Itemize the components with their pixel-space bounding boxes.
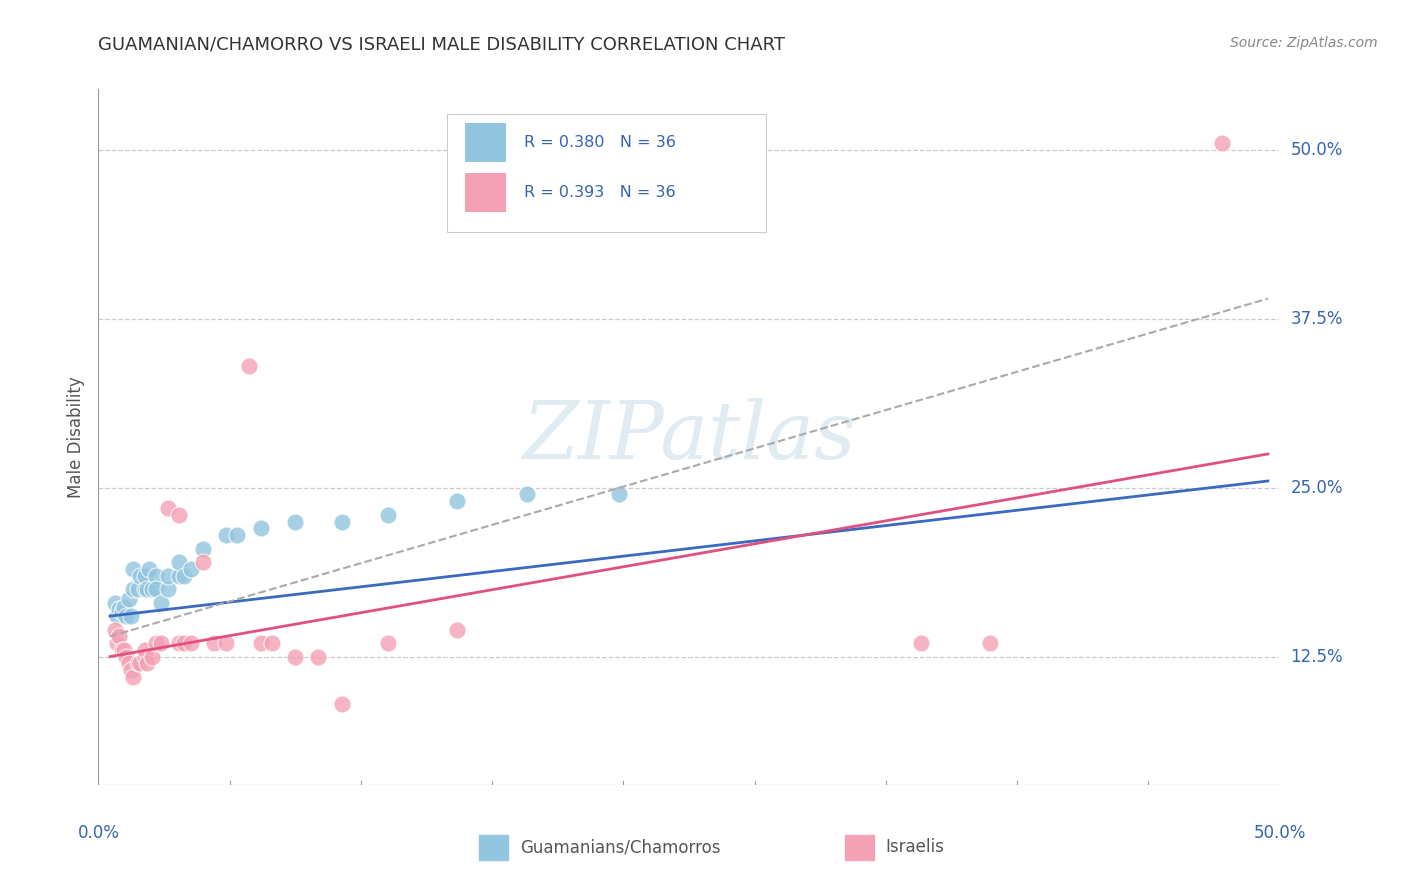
Point bbox=[112, 643, 135, 657]
Point bbox=[215, 636, 238, 650]
Text: 0.0%: 0.0% bbox=[77, 824, 120, 842]
Point bbox=[169, 508, 191, 522]
Point bbox=[134, 649, 156, 664]
Point bbox=[226, 528, 249, 542]
Point bbox=[307, 649, 329, 664]
Text: Israelis: Israelis bbox=[886, 838, 945, 856]
Point bbox=[169, 555, 191, 569]
Point bbox=[180, 562, 202, 576]
Point bbox=[173, 568, 195, 582]
Point bbox=[117, 657, 139, 671]
Point bbox=[145, 636, 167, 650]
Point bbox=[202, 636, 225, 650]
Point bbox=[115, 649, 138, 664]
Point bbox=[145, 582, 167, 596]
FancyBboxPatch shape bbox=[447, 113, 766, 232]
Point bbox=[105, 636, 128, 650]
Point bbox=[138, 562, 160, 576]
FancyBboxPatch shape bbox=[464, 123, 506, 161]
Point bbox=[249, 521, 271, 535]
FancyBboxPatch shape bbox=[464, 173, 506, 211]
Point bbox=[117, 591, 139, 606]
Point bbox=[446, 494, 468, 508]
Point bbox=[180, 636, 202, 650]
Text: 50.0%: 50.0% bbox=[1253, 824, 1306, 842]
Point bbox=[156, 501, 179, 516]
Point bbox=[112, 599, 135, 614]
Point bbox=[129, 568, 152, 582]
Text: R = 0.393   N = 36: R = 0.393 N = 36 bbox=[523, 185, 675, 200]
Point bbox=[910, 636, 932, 650]
Point bbox=[108, 602, 131, 616]
Point bbox=[127, 582, 149, 596]
Point bbox=[122, 582, 145, 596]
Point bbox=[156, 582, 179, 596]
Text: Source: ZipAtlas.com: Source: ZipAtlas.com bbox=[1230, 36, 1378, 50]
Y-axis label: Male Disability: Male Disability bbox=[66, 376, 84, 498]
Point bbox=[122, 670, 145, 684]
Point bbox=[134, 582, 156, 596]
Point bbox=[446, 623, 468, 637]
Point bbox=[330, 697, 353, 711]
Point bbox=[377, 636, 399, 650]
Point bbox=[136, 582, 159, 596]
Point bbox=[215, 528, 238, 542]
Point bbox=[129, 657, 152, 671]
Point bbox=[284, 515, 307, 529]
Point bbox=[191, 555, 214, 569]
Point bbox=[173, 636, 195, 650]
Text: 25.0%: 25.0% bbox=[1291, 479, 1343, 497]
Point bbox=[141, 582, 163, 596]
Bar bbox=[844, 834, 875, 861]
Point bbox=[149, 636, 172, 650]
Text: 37.5%: 37.5% bbox=[1291, 310, 1343, 328]
Point bbox=[141, 649, 163, 664]
Point bbox=[115, 609, 138, 624]
Point bbox=[169, 568, 191, 582]
Point bbox=[377, 508, 399, 522]
Point bbox=[262, 636, 284, 650]
Text: R = 0.380   N = 36: R = 0.380 N = 36 bbox=[523, 135, 675, 150]
Point bbox=[156, 568, 179, 582]
Point bbox=[120, 609, 142, 624]
Point bbox=[169, 636, 191, 650]
Point bbox=[979, 636, 1001, 650]
Point bbox=[134, 568, 156, 582]
Bar bbox=[478, 834, 509, 861]
Point bbox=[122, 562, 145, 576]
Point bbox=[149, 596, 172, 610]
Point bbox=[108, 629, 131, 643]
Point bbox=[127, 657, 149, 671]
Point bbox=[105, 609, 128, 624]
Point bbox=[191, 541, 214, 556]
Text: GUAMANIAN/CHAMORRO VS ISRAELI MALE DISABILITY CORRELATION CHART: GUAMANIAN/CHAMORRO VS ISRAELI MALE DISAB… bbox=[98, 36, 786, 54]
Point bbox=[136, 657, 159, 671]
Text: 50.0%: 50.0% bbox=[1291, 141, 1343, 159]
Point bbox=[284, 649, 307, 664]
Text: Guamanians/Chamorros: Guamanians/Chamorros bbox=[520, 838, 721, 856]
Point bbox=[238, 359, 260, 373]
Point bbox=[104, 596, 127, 610]
Point bbox=[104, 623, 127, 637]
Text: 12.5%: 12.5% bbox=[1291, 648, 1343, 665]
Point bbox=[145, 568, 167, 582]
Point bbox=[134, 643, 156, 657]
Point bbox=[249, 636, 271, 650]
Point bbox=[120, 663, 142, 677]
Point bbox=[110, 643, 132, 657]
Text: ZIPatlas: ZIPatlas bbox=[522, 399, 856, 475]
Point bbox=[516, 487, 538, 501]
Point bbox=[330, 515, 353, 529]
Point bbox=[609, 487, 631, 501]
Point bbox=[110, 605, 132, 619]
Point bbox=[1211, 136, 1233, 151]
